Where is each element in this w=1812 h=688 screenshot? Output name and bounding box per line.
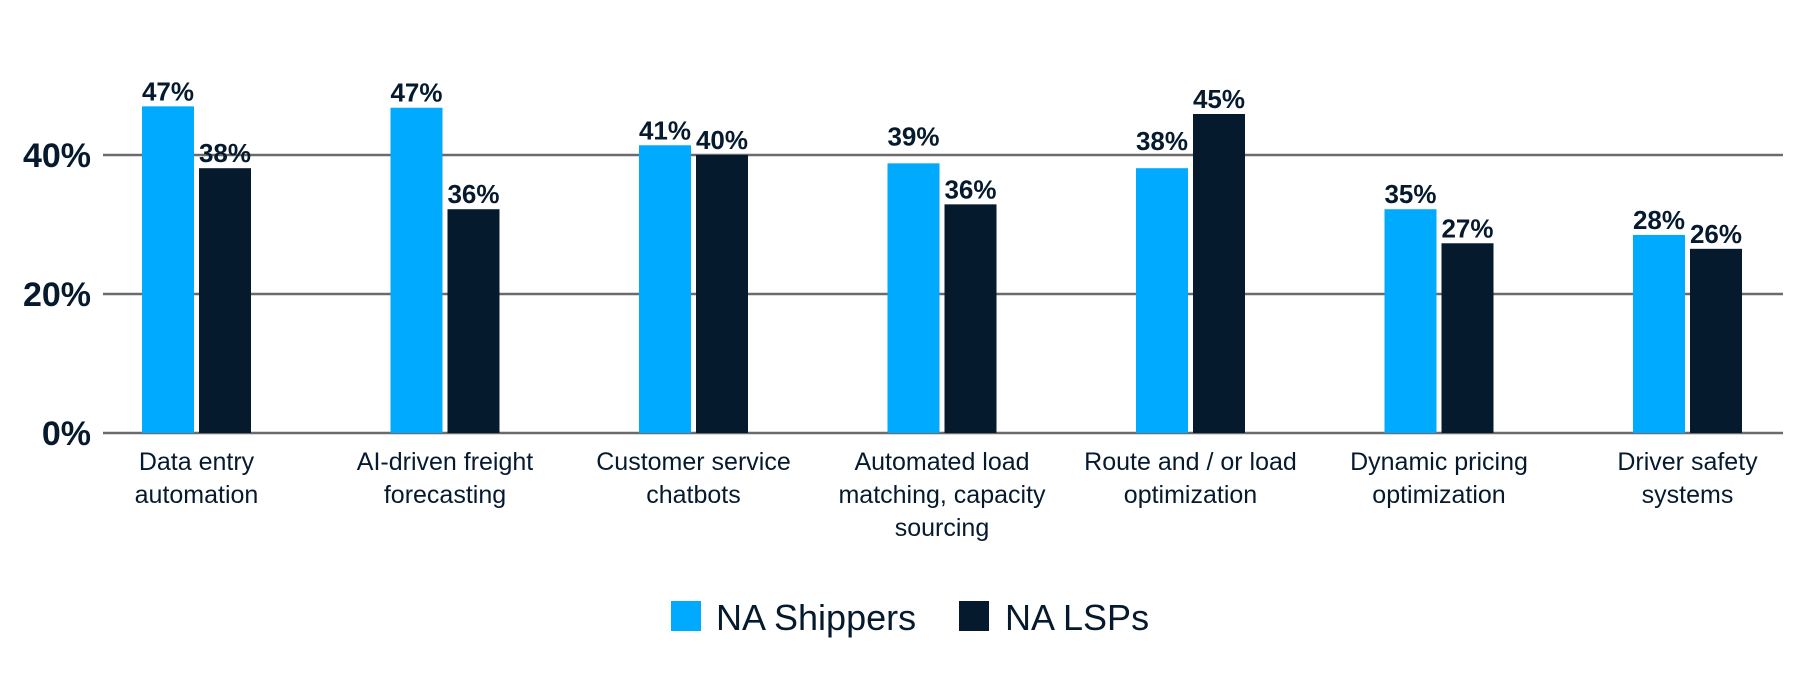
data-label: 39% (887, 121, 939, 151)
legend-label-na-shippers: NA Shippers (716, 597, 916, 638)
legend-swatch-na-lsps (959, 601, 989, 631)
bar-na-lsps-1 (447, 209, 500, 433)
bar-na-shippers-4 (1136, 168, 1188, 433)
data-label: 28% (1633, 205, 1685, 235)
legend-label-na-lsps: NA LSPs (1005, 597, 1149, 638)
bar-na-shippers-2 (639, 145, 691, 433)
y-axis-labels: 0% 20% 40% (23, 137, 91, 453)
bar-na-shippers-6 (1633, 234, 1685, 433)
x-tick-label: Automated load matching, capacity sourcing (838, 448, 1046, 542)
gridlines (103, 153, 1783, 435)
y-tick-label: 20% (23, 276, 91, 314)
x-tick-label: Dynamic pricing optimization (1350, 448, 1528, 509)
legend-swatch-na-shippers (671, 601, 701, 631)
x-tick-label: Driver safety systems (1617, 448, 1758, 509)
bar-na-lsps-4 (1193, 113, 1245, 434)
data-label: 38% (1136, 126, 1188, 156)
bars (142, 106, 1742, 434)
bar-na-lsps-5 (1441, 243, 1494, 433)
data-label: 47% (390, 78, 442, 108)
data-label: 41% (639, 115, 691, 145)
data-label: 38% (199, 138, 251, 168)
data-labels: 47% 47% 41% 39% 38% 35% 28% 38% 36% 40% 36% 45% 27% 2… (142, 76, 1742, 248)
y-tick-label: 40% (23, 137, 91, 175)
x-tick-label: Route and / or load optimization (1084, 448, 1297, 509)
x-tick-label: AI-driven freight forecasting (357, 448, 534, 509)
data-label: 36% (447, 179, 499, 209)
data-label: 47% (142, 76, 194, 106)
legend: NA Shippers NA LSPs (671, 597, 1149, 638)
data-label: 40% (696, 125, 748, 155)
data-label: 35% (1384, 179, 1436, 209)
x-axis-labels: Data entry automation AI-driven freight for… (135, 448, 1759, 542)
bar-na-lsps-6 (1690, 248, 1742, 433)
x-tick-label: Data entry automation (135, 448, 259, 509)
bar-na-shippers-1 (390, 107, 443, 434)
bar-na-shippers-0 (142, 106, 194, 433)
bar-na-lsps-3 (944, 204, 997, 433)
data-label: 26% (1690, 219, 1742, 249)
y-tick-label: 0% (42, 415, 91, 453)
bar-na-shippers-3 (887, 163, 940, 433)
x-tick-label: Customer service chatbots (596, 448, 791, 509)
data-label: 27% (1441, 213, 1493, 243)
bar-na-lsps-2 (696, 155, 748, 433)
bar-na-lsps-0 (199, 168, 251, 433)
bar-na-shippers-5 (1384, 209, 1437, 433)
data-label: 45% (1193, 84, 1245, 114)
data-label: 36% (944, 174, 996, 204)
